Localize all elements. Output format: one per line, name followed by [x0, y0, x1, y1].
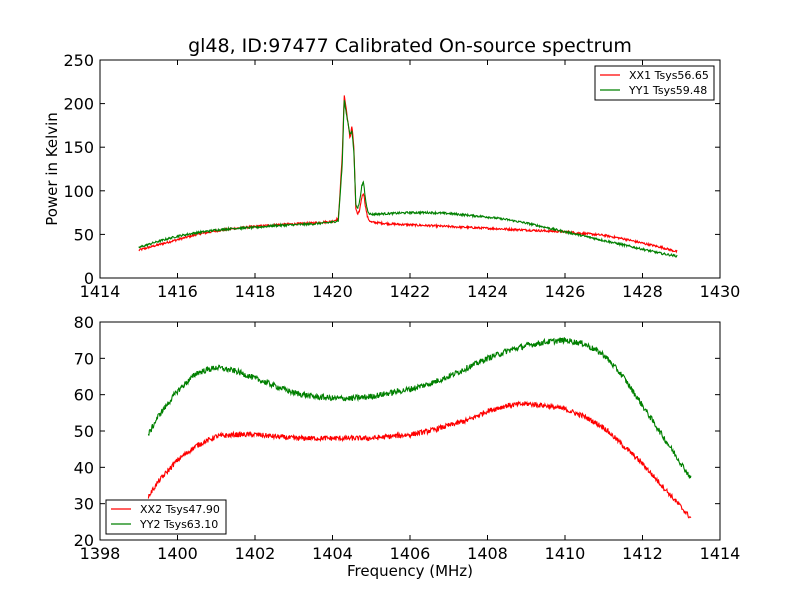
top-y-tick-label: 200 [63, 95, 94, 114]
top-y-tick-label: 250 [63, 51, 94, 70]
top-series-line-1 [138, 100, 678, 258]
top-x-tick-label: 1424 [467, 282, 508, 301]
bottom-series-group [147, 337, 692, 519]
top-x-tick-label: 1422 [390, 282, 431, 301]
top-y-axis-label: Power in Kelvin [43, 112, 61, 226]
top-x-tick-label: 1430 [700, 282, 741, 301]
top-x-tick-label: 1418 [235, 282, 276, 301]
top-series-group [138, 95, 678, 258]
top-x-tick-label: 1420 [312, 282, 353, 301]
bottom-x-tick-label: 1408 [467, 544, 508, 563]
legend-label-xx1: XX1 Tsys56.65 [629, 69, 709, 82]
chart-title: gl48, ID:97477 Calibrated On-source spec… [188, 35, 632, 57]
bottom-plot-frame [99, 321, 721, 541]
x-axis-label: Frequency (MHz) [347, 562, 473, 580]
legend-label-yy1: YY1 Tsys59.48 [628, 84, 707, 97]
top-y-tick-label: 150 [63, 138, 94, 157]
bottom-legend-box [105, 499, 227, 535]
legend-label-xx2: XX2 Tsys47.90 [140, 503, 220, 516]
top-x-tick-label: 1428 [622, 282, 663, 301]
top-legend-box [594, 65, 715, 101]
bottom-x-tick-label: 1414 [700, 544, 741, 563]
top-x-tick-label: 1416 [157, 282, 198, 301]
bottom-x-tick-label: 1412 [622, 544, 663, 563]
top-plot-frame [99, 59, 721, 279]
top-ticks-group: 1414 1416 1418 1420 1422 1424 1426 1428 1430 0 50 1… [63, 51, 740, 301]
bottom-x-tick-label: 1400 [157, 544, 198, 563]
bottom-series-line-0 [147, 400, 692, 519]
top-y-tick-label: 0 [84, 269, 94, 288]
bottom-x-tick-label: 1406 [390, 544, 431, 563]
top-x-tick-label: 1426 [545, 282, 586, 301]
bottom-x-tick-label: 1402 [235, 544, 276, 563]
top-y-tick-label: 50 [74, 225, 94, 244]
bottom-ticks-group: 1398 1400 1402 1404 1406 1408 1410 1412 1414 20 30… [74, 313, 741, 563]
bottom-x-tick-label: 1398 [80, 544, 121, 563]
top-x-tick-label: 1414 [80, 282, 121, 301]
bottom-y-tick-label: 20 [74, 531, 94, 550]
bottom-panel: 1398 1400 1402 1404 1406 1408 1410 1412 1414 20 30… [74, 313, 741, 580]
top-y-tick-label: 100 [63, 182, 94, 201]
bottom-y-tick-label: 70 [74, 349, 94, 368]
bottom-y-tick-label: 80 [74, 313, 94, 332]
bottom-y-tick-label: 30 [74, 495, 94, 514]
bottom-x-tick-label: 1410 [545, 544, 586, 563]
bottom-y-tick-label: 40 [74, 458, 94, 477]
bottom-y-tick-label: 50 [74, 422, 94, 441]
top-legend: XX1 Tsys56.65 YY1 Tsys59.48 [594, 65, 715, 101]
top-panel: gl48, ID:97477 Calibrated On-source spec… [43, 35, 740, 301]
bottom-x-tick-label: 1404 [312, 544, 353, 563]
legend-label-yy2: YY2 Tsys63.10 [139, 518, 218, 531]
bottom-series-line-1 [147, 337, 692, 479]
bottom-legend: XX2 Tsys47.90 YY2 Tsys63.10 [105, 499, 227, 535]
bottom-y-tick-label: 60 [74, 386, 94, 405]
